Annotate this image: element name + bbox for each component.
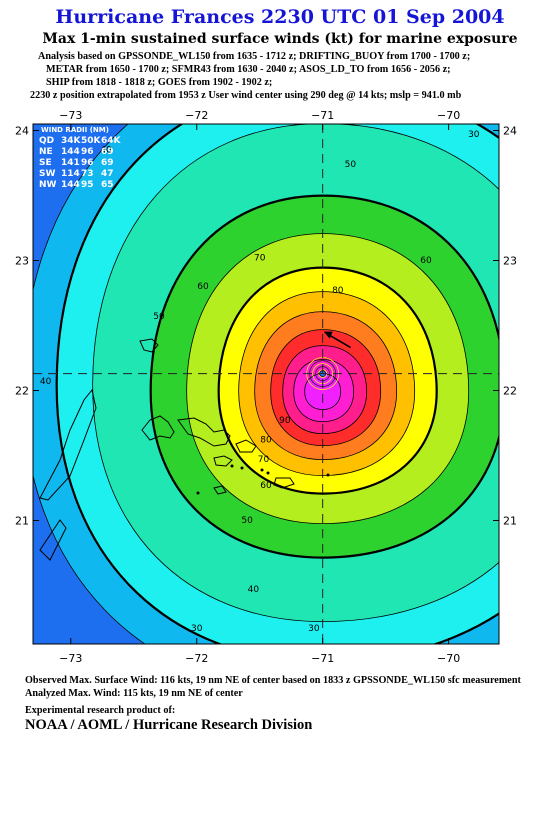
- island-dot: [266, 471, 270, 475]
- coastline: [235, 439, 257, 453]
- wind-radii-cell: 144: [61, 180, 80, 190]
- y-tick-label-left: 24: [15, 125, 29, 138]
- x-tick-label-top: −73: [59, 109, 82, 122]
- island-dot: [326, 473, 330, 477]
- coastline: [39, 388, 97, 501]
- y-tick-label-left: 21: [15, 515, 29, 528]
- contour-label: 70: [254, 254, 266, 264]
- contour-label: 40: [40, 377, 52, 387]
- wind-radii-cell: 73: [81, 169, 94, 179]
- analysis-line: METAR from 1650 - 1700 z; SFMR43 from 16…: [46, 64, 451, 76]
- wind-radii-cell: 144: [61, 147, 80, 157]
- coastline: [141, 415, 175, 441]
- wind-radii-column: 34K: [61, 136, 82, 146]
- contour-label: 30: [468, 130, 480, 140]
- y-tick-label-right: 21: [503, 515, 517, 528]
- y-tick-label-right: 24: [503, 125, 517, 138]
- coastline: [213, 485, 227, 495]
- coastline: [39, 519, 67, 561]
- coastline: [139, 338, 159, 353]
- coastline: [213, 455, 233, 467]
- wind-radii-cell: 69: [101, 158, 114, 168]
- contour-label: 30: [191, 624, 203, 634]
- x-tick-label-bottom: −70: [437, 652, 460, 665]
- x-tick-label-top: −72: [185, 109, 208, 122]
- contour-label: 70: [258, 455, 270, 465]
- contour-label: 40: [248, 585, 260, 595]
- plot-frame: [32, 123, 500, 645]
- wind-radii-cell: NW: [39, 180, 57, 190]
- wind-radii-cell: 141: [61, 158, 80, 168]
- x-tick-label-bottom: −71: [311, 652, 334, 665]
- analysis-text: Analysis based on GPSSONDE_WL150 from 16…: [38, 50, 558, 90]
- y-tick-label-right: 23: [503, 255, 517, 268]
- x-tick-label-bottom: −73: [59, 652, 82, 665]
- y-tick-label-left: 22: [15, 385, 29, 398]
- wind-radii-cell: 47: [101, 169, 114, 179]
- x-tick-label-top: −70: [437, 109, 460, 122]
- contour-label: 50: [241, 516, 253, 526]
- analysis-line: Analysis based on GPSSONDE_WL150 from 16…: [38, 51, 471, 62]
- island-dot: [230, 464, 234, 468]
- contour-label: 50: [345, 160, 357, 170]
- observed-max-wind: Observed Max. Surface Wind: 116 kts, 19 …: [25, 675, 521, 686]
- organization-name: NOAA / AOML / Hurricane Research Divisio…: [25, 717, 313, 733]
- contour-label: 60: [197, 282, 209, 292]
- analyzed-max-wind: Analyzed Max. Wind: 115 kts, 19 nm NE of…: [25, 688, 243, 699]
- contour-label: 90: [279, 416, 291, 426]
- contour-label: 40: [100, 146, 112, 156]
- chart-subtitle: Max 1-min sustained surface winds (kt) f…: [42, 31, 518, 47]
- contour-label: 50: [153, 312, 165, 322]
- experimental-note: Experimental research product of:: [25, 705, 176, 716]
- chart-title: Hurricane Frances 2230 UTC 01 Sep 2004: [55, 6, 505, 28]
- contour-label: 60: [260, 481, 272, 491]
- contour-label: 80: [260, 436, 272, 446]
- storm-motion-arrowhead: [323, 331, 333, 339]
- wind-radii-column: 50K: [81, 136, 102, 146]
- x-tick-label-bottom: −72: [185, 652, 208, 665]
- island-dot: [196, 491, 200, 495]
- analysis-line: SHIP from 1818 - 1818 z; GOES from 1902 …: [46, 77, 273, 89]
- wind-radii-cell: SE: [39, 158, 52, 168]
- wind-radii-cell: 95: [81, 180, 94, 190]
- footer-observed: Observed Max. Surface Wind: 116 kts, 19 …: [25, 674, 555, 717]
- island-dot: [240, 466, 244, 470]
- wind-radii-cell: 96: [81, 147, 94, 157]
- x-tick-label-top: −71: [311, 109, 334, 122]
- wind-radii-cell: NE: [39, 147, 53, 157]
- position-line: 2230 z position extrapolated from 1953 z…: [30, 90, 462, 101]
- wind-radii-column: 64K: [101, 136, 122, 146]
- coastline: [177, 417, 231, 447]
- wind-radii-column: QD: [39, 136, 54, 146]
- island-dot: [260, 468, 264, 472]
- wind-radii-cell: 114: [61, 169, 80, 179]
- coastline: [273, 477, 295, 489]
- y-tick-label-left: 23: [15, 255, 29, 268]
- wind-radii-cell: 69: [101, 147, 114, 157]
- contour-label: 60: [420, 256, 432, 266]
- contour-label: 80: [332, 286, 344, 296]
- contour-label: 30: [308, 624, 320, 634]
- wind-radii-cell: 65: [101, 180, 114, 190]
- wind-radii-cell: SW: [39, 169, 55, 179]
- wind-radii-cell: 96: [81, 158, 94, 168]
- y-tick-label-right: 22: [503, 385, 517, 398]
- wind-radii-header: WIND RADII (NM): [41, 126, 109, 134]
